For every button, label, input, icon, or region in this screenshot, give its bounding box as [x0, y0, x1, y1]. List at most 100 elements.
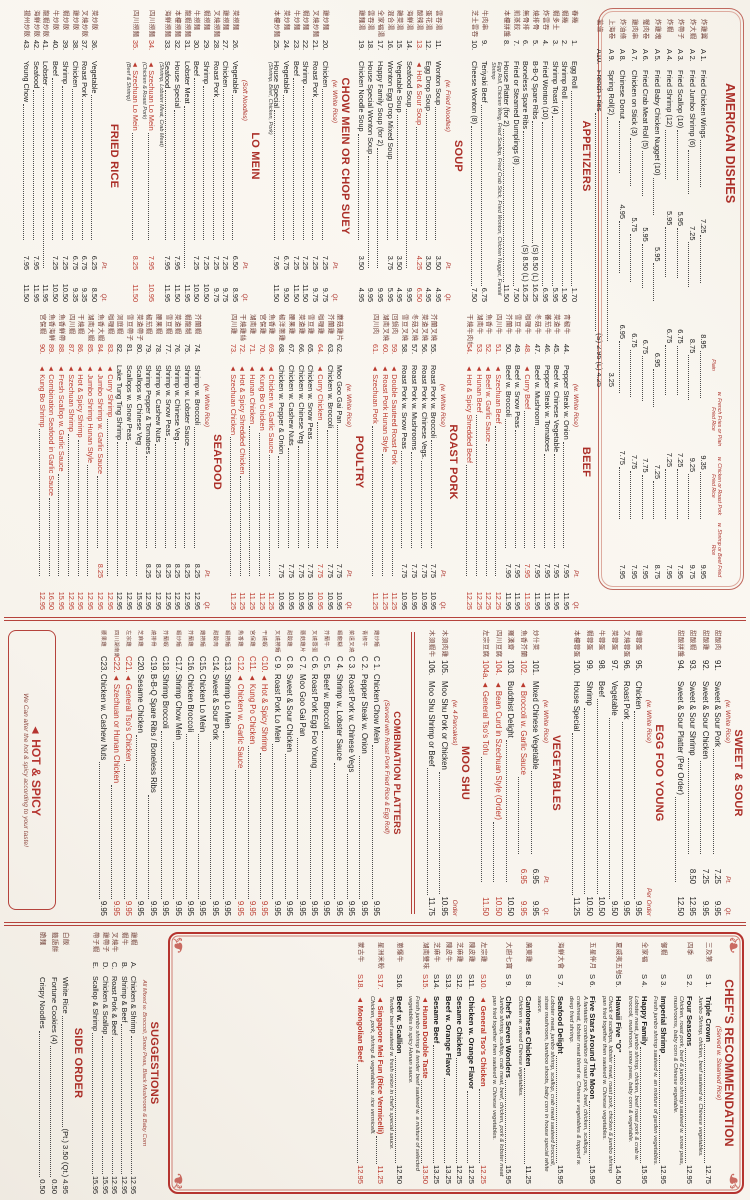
- item-cjk: 雞帶子: [101, 932, 109, 953]
- column-mid-right: SWEET & SOUR (w. White Rice) Pt. Qt. 甜酸肉 91. S…: [89, 630, 744, 916]
- menu-item: 海鮮撈麵 33. Seafood 7.95 11.95: [163, 10, 172, 302]
- item-number: 73.: [228, 344, 238, 355]
- item-number: 10.: [469, 40, 479, 51]
- dot-leader: [132, 132, 134, 240]
- item-name: Chinese Donut: [618, 70, 628, 119]
- dot-leader: [357, 133, 359, 240]
- dot-leader: [688, 149, 690, 195]
- item-price-pint: 7.25: [60, 255, 70, 270]
- item-name: Chicken: [221, 61, 231, 88]
- item-number: C 2.: [359, 656, 369, 671]
- item-number: 20.: [320, 40, 330, 51]
- item-number: 89.: [47, 344, 57, 355]
- item-number: 57.: [409, 344, 419, 355]
- menu-item: 湖南雙味 S15. ◄ Hunan Double Taste 13.50: [419, 942, 431, 1184]
- dot-leader: [640, 1047, 642, 1163]
- item-name: Mixed Chinese Vegetable: [530, 681, 540, 770]
- item-cjk: 雪豆蝦: [164, 314, 172, 335]
- menu-item: 龍蝦炒飯 41. Lobster 11.95: [41, 10, 50, 302]
- section-egg-foo-young: EGG FOO YOUNG (w. White Rice) Per Order 雞蓉蛋…: [570, 630, 665, 916]
- price-column-label: w. French Fries or Plain Fried Rice: [710, 391, 722, 447]
- item-price-pint: 7.95: [513, 563, 523, 578]
- item-number: 56.: [419, 344, 429, 355]
- item-name: Chicken: [634, 681, 644, 710]
- dot-leader: [229, 437, 231, 576]
- price-column-label: Qt.: [99, 293, 107, 302]
- item-cjk: 魚香大蝦: [96, 314, 104, 342]
- dot-leader: [203, 86, 205, 240]
- price-column-label: Qt.: [241, 293, 249, 302]
- dot-leader: [164, 90, 166, 240]
- item-name: ◄ General Tso's Chicken: [478, 996, 488, 1087]
- item-price-quart: 11.95: [523, 592, 533, 610]
- item-name: Chicken w. Broccoli: [325, 365, 335, 429]
- item-name: House Special: [172, 61, 182, 109]
- item-name: Roast Pork & Beef: [110, 976, 120, 1036]
- dot-leader: [571, 733, 573, 896]
- item-name: Shrimp: [60, 61, 70, 85]
- item-price-quart: 12.95: [173, 591, 183, 610]
- item-number: C13.: [223, 656, 233, 673]
- item-number: 95.: [634, 660, 644, 671]
- item-price-quart: 11.95: [513, 592, 523, 610]
- item-name: House Special: [272, 61, 282, 109]
- item-cjk: 蝦龍糊: [184, 314, 192, 335]
- item-name: Roast Pork: [621, 681, 631, 720]
- item-cjk: 炒什菜: [531, 630, 539, 651]
- item-price-cell: 9.95: [699, 564, 709, 579]
- item-description: Jumbo shrimp, scallop, crab meat, beef, …: [491, 996, 504, 1177]
- item-price-pint: 7.95: [503, 563, 513, 578]
- dot-leader: [556, 1055, 558, 1163]
- menu-item: 芥蘭蝦 C18. Shrimp Broccoli 9.95: [159, 630, 171, 916]
- dot-leader: [247, 746, 249, 899]
- item-price-quart: 9.95: [375, 287, 385, 302]
- item-price: 9.95: [359, 900, 369, 916]
- item-description: Jumbo Shrimp, chicken, beef sauteed w. C…: [697, 996, 704, 1157]
- dot-leader: [148, 794, 150, 899]
- item-name: Fried Chicken Wings: [699, 70, 709, 139]
- item-price-pint: 7.95: [542, 563, 552, 578]
- menu-item: 魚香雞 69. ◄ Chicken w. Garlic Sauce 11.25: [267, 314, 276, 610]
- item-price: 9.50: [609, 900, 619, 916]
- item-price: 10.50: [597, 896, 607, 916]
- dot-leader: [193, 78, 195, 240]
- corner-flourish-icon: ❧: [166, 1171, 191, 1190]
- item-price: 11.50: [502, 284, 512, 302]
- item-number: 102.: [518, 660, 528, 676]
- item-price-pint: 8.25: [192, 563, 202, 578]
- item-cjk: 冬菇叉燒: [410, 314, 418, 342]
- dot-leader: [87, 465, 89, 576]
- dot-leader: [123, 763, 125, 899]
- menu-item: 牛蓉蛋 98. Beef 10.50: [595, 630, 607, 916]
- item-price-quart: 10.95: [419, 591, 429, 610]
- item-price-pint: 7.95: [172, 255, 182, 270]
- item-price-quart: 9.50: [282, 287, 292, 302]
- item-price-quart: 4.95: [356, 287, 366, 302]
- item-name: Egg Drop Soup: [424, 61, 434, 111]
- item-number: 88.: [57, 344, 67, 355]
- menu-item: 雞撈麵 27. Chicken 7.25 9.75: [221, 10, 231, 302]
- menu-item: 魚香芥蘭 102. ◄ Broccoli w. Garlic Sauce 6.95 9.…: [516, 630, 528, 916]
- item-name: Sesame Chicken: [136, 674, 146, 733]
- item-price-quart: 10.95: [335, 591, 345, 610]
- item-cjk: 雪豆帶子: [125, 314, 133, 342]
- item-cjk: 宮保雞: [258, 314, 266, 335]
- price-column-label: Qt.: [345, 601, 353, 610]
- item-number: 3.: [550, 40, 560, 47]
- dot-leader: [268, 455, 270, 576]
- menu-item: 蒙古牛 S18. ◄ Mongolian Beef 12.95: [355, 942, 367, 1184]
- item-name: Roast Pork Lo Mein: [272, 674, 282, 743]
- item-cjk: 陳皮雞: [467, 942, 475, 963]
- item-price-cell: 9.35: [699, 455, 709, 470]
- item-cjk: 魚香芥蘭: [519, 630, 527, 658]
- item-number: 90.: [37, 344, 47, 355]
- item-price-quart: 12.95: [154, 591, 164, 610]
- item-price: 13.25: [432, 1164, 442, 1184]
- item-name: Shrimp Chow Mein: [173, 674, 183, 740]
- price-column-label: Pt.: [724, 876, 731, 884]
- item-price: 9.95: [210, 900, 220, 916]
- spicy-arrow-icon: ◄: [29, 724, 43, 736]
- item-name: Chicken w. Pepper & Onion: [277, 365, 287, 455]
- dot-leader: [439, 771, 441, 895]
- menu-item: 叉燒蓉蛋 96. Roast Pork 9.95: [620, 630, 632, 916]
